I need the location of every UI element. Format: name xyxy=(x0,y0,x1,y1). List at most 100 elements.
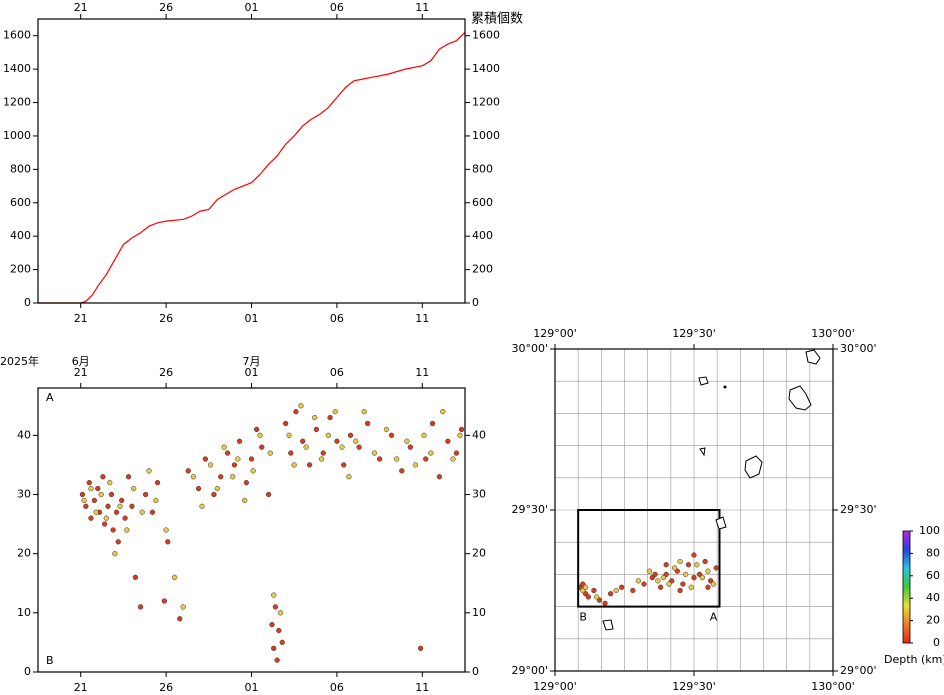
data-point xyxy=(185,468,191,474)
x-tick-label-top: 11 xyxy=(415,1,429,14)
island xyxy=(715,516,727,530)
data-point xyxy=(417,645,424,651)
data-point xyxy=(259,444,265,450)
y-tick-label: 400 xyxy=(10,229,31,242)
colorbar-tick-label: 80 xyxy=(926,546,940,559)
x-tick-label: 21 xyxy=(74,312,88,325)
x-tick-label-top: 26 xyxy=(159,1,173,14)
data-point xyxy=(412,462,419,468)
panel-frame xyxy=(37,18,466,304)
data-point xyxy=(388,432,395,438)
data-point xyxy=(436,474,443,480)
data-point xyxy=(100,474,106,480)
y-tick-label-right: 600 xyxy=(472,196,493,209)
data-point xyxy=(298,403,304,409)
data-point xyxy=(353,438,359,444)
data-point xyxy=(218,474,224,480)
data-point xyxy=(79,491,86,498)
data-point xyxy=(107,480,113,486)
profile-end-label: B xyxy=(46,654,54,667)
y-tick-label-right: 1200 xyxy=(472,96,500,109)
data-point xyxy=(139,509,145,515)
colorbar-tick-label: 20 xyxy=(926,614,940,627)
data-point xyxy=(450,456,456,462)
data-point xyxy=(607,591,614,597)
data-point xyxy=(163,527,169,533)
map-frame xyxy=(554,348,834,672)
data-point xyxy=(663,562,669,568)
data-point xyxy=(81,497,87,504)
data-point xyxy=(646,568,653,574)
data-point xyxy=(594,594,600,600)
y-tick-label: 1600 xyxy=(3,29,31,42)
data-point xyxy=(327,414,333,421)
data-point xyxy=(180,604,186,610)
data-point xyxy=(149,509,156,515)
y-tick-label-right: 40 xyxy=(472,428,486,441)
data-point xyxy=(619,584,625,590)
panel-frame xyxy=(37,387,466,673)
data-point xyxy=(423,456,429,462)
data-point xyxy=(428,450,434,456)
data-point xyxy=(86,480,92,486)
data-point xyxy=(137,604,144,610)
data-point xyxy=(83,503,89,509)
y-tick-label-right: 10 xyxy=(472,606,486,619)
data-point xyxy=(591,587,597,594)
x-tick-label: 21 xyxy=(74,681,88,694)
data-point xyxy=(630,587,636,594)
data-point xyxy=(214,485,220,492)
data-point xyxy=(154,480,161,486)
data-point xyxy=(211,491,217,498)
island xyxy=(699,447,706,457)
data-point xyxy=(271,592,277,598)
data-point xyxy=(93,509,99,515)
data-point xyxy=(161,598,168,604)
y-tick-label: 1400 xyxy=(3,62,31,75)
data-point xyxy=(283,420,289,427)
data-point xyxy=(705,568,711,574)
x-tick-label: 06 xyxy=(330,312,344,325)
data-point xyxy=(117,503,123,509)
y-tick-label-right: 200 xyxy=(472,263,493,276)
data-point xyxy=(272,604,279,610)
data-point xyxy=(582,584,589,590)
y-tick-label-right: 30 xyxy=(472,488,486,501)
y-axis-label: 累積個数 xyxy=(471,12,523,27)
year-label: 2025年 xyxy=(0,354,39,368)
coastlines xyxy=(602,349,821,631)
y-tick-label: 600 xyxy=(10,196,31,209)
profile-box xyxy=(577,509,721,608)
data-point xyxy=(105,503,111,509)
x-tick-label-top: 11 xyxy=(415,366,429,379)
data-point xyxy=(713,565,719,571)
y-tick-label: 29°00' xyxy=(511,664,548,677)
x-tick-label-top: 01 xyxy=(245,366,259,379)
data-point xyxy=(699,574,705,581)
x-tick-label: 01 xyxy=(245,681,259,694)
data-point xyxy=(320,450,326,456)
data-point xyxy=(694,562,700,568)
data-point xyxy=(705,584,711,590)
data-point xyxy=(458,426,465,433)
y-tick-label: 1200 xyxy=(3,96,31,109)
profile-end-label: A xyxy=(710,611,718,624)
island xyxy=(788,385,812,411)
data-point xyxy=(199,503,205,509)
x-tick-label: 01 xyxy=(245,312,259,325)
data-point xyxy=(277,610,284,616)
colorbar-tick-label: 40 xyxy=(926,591,940,604)
data-point xyxy=(88,515,94,521)
y-tick-label: 20 xyxy=(17,547,31,560)
y-tick-label-right: 30°00' xyxy=(840,342,877,355)
data-point xyxy=(660,574,667,581)
colorbar-tick-label: 100 xyxy=(919,524,940,537)
data-point xyxy=(440,409,446,415)
data-point xyxy=(202,456,209,462)
data-point xyxy=(221,444,227,450)
y-tick-label: 0 xyxy=(24,665,31,678)
data-point xyxy=(177,616,183,622)
x-tick-label-top: 21 xyxy=(74,1,88,14)
